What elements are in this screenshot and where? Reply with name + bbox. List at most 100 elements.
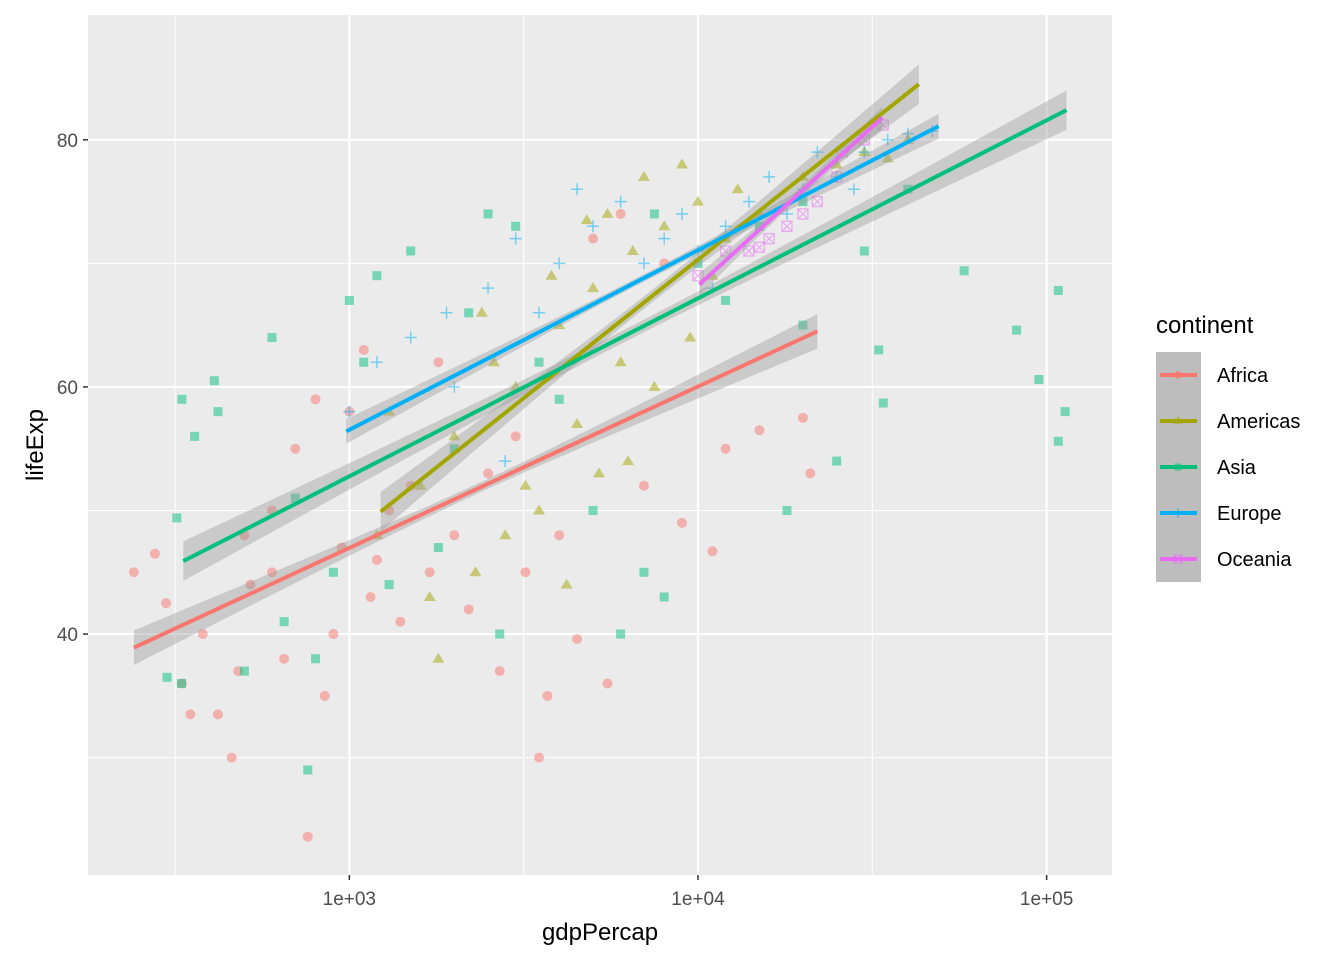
data-point <box>881 152 894 163</box>
data-point <box>482 282 495 295</box>
data-point <box>901 127 914 140</box>
data-point <box>858 146 871 159</box>
data-point <box>372 271 382 281</box>
data-point <box>797 412 808 423</box>
data-point <box>359 357 369 367</box>
data-point <box>588 233 599 244</box>
data-point <box>319 690 330 701</box>
data-point <box>212 709 223 720</box>
data-point <box>571 183 584 196</box>
data-point <box>509 232 522 245</box>
plot-panel <box>88 15 1112 875</box>
data-point <box>554 394 564 404</box>
data-point <box>424 567 435 578</box>
data-point <box>754 425 765 436</box>
data-point <box>213 407 223 417</box>
data-point <box>384 580 394 590</box>
data-point <box>371 554 382 565</box>
legend-title: continent <box>1156 312 1254 339</box>
data-point <box>614 195 627 208</box>
legend-label: Asia <box>1217 457 1257 479</box>
data-point <box>874 345 884 355</box>
legend-key-americas: Americas <box>1156 398 1300 444</box>
data-point <box>448 380 461 393</box>
legend-key-oceania: Oceania <box>1156 536 1292 582</box>
data-point <box>449 530 460 541</box>
data-point <box>463 604 474 615</box>
data-point <box>448 430 461 441</box>
data-point <box>1053 436 1063 446</box>
data-point <box>344 295 354 305</box>
data-point <box>483 209 493 219</box>
data-point <box>615 208 626 219</box>
data-point <box>358 344 369 355</box>
data-point <box>881 133 894 146</box>
data-point <box>798 197 808 207</box>
data-point <box>290 443 301 454</box>
data-point <box>449 444 459 454</box>
y-axis-label: lifeExp <box>22 409 49 481</box>
data-point <box>495 629 505 639</box>
data-point <box>499 529 512 540</box>
data-point <box>614 356 627 367</box>
data-point <box>545 269 558 280</box>
data-point <box>328 567 338 577</box>
data-point <box>753 241 766 253</box>
points-layer <box>128 119 1070 842</box>
data-point <box>267 333 277 342</box>
data-point <box>622 455 635 466</box>
data-point <box>279 653 290 664</box>
data-point <box>542 690 553 701</box>
data-point <box>483 468 494 479</box>
data-point <box>190 431 200 441</box>
fit-line-europe <box>345 124 940 434</box>
data-point <box>519 479 532 490</box>
data-point <box>602 678 613 689</box>
data-point <box>658 232 671 245</box>
data-point <box>721 295 731 305</box>
data-point <box>554 530 565 541</box>
data-point <box>185 709 196 720</box>
data-point <box>811 195 824 208</box>
data-point <box>1053 286 1063 296</box>
data-point <box>847 183 860 196</box>
data-point <box>782 505 792 515</box>
data-point <box>832 456 842 466</box>
data-point <box>464 308 474 318</box>
data-point <box>859 246 869 256</box>
data-point <box>571 417 584 428</box>
data-point <box>176 678 186 688</box>
data-point <box>365 591 376 602</box>
data-point <box>587 220 600 233</box>
data-point <box>279 617 289 627</box>
data-point <box>693 258 703 268</box>
data-point <box>128 567 139 578</box>
data-point <box>239 666 249 676</box>
data-point <box>798 320 808 330</box>
data-point <box>177 394 187 404</box>
data-point <box>878 398 888 408</box>
data-point <box>161 598 172 609</box>
legend-key-asia: Asia <box>1156 444 1257 490</box>
data-point <box>469 566 482 577</box>
data-point <box>707 546 718 557</box>
data-point <box>475 306 488 317</box>
data-point <box>226 752 237 763</box>
x-axis-label: gdpPercap <box>542 919 658 946</box>
data-point <box>830 158 843 169</box>
data-point <box>601 207 614 218</box>
fit-line-africa <box>133 329 819 650</box>
data-point <box>959 266 969 276</box>
data-point <box>616 629 626 639</box>
legend-label: Americas <box>1217 411 1300 433</box>
data-point <box>560 578 573 589</box>
data-point <box>684 331 697 342</box>
data-point <box>433 357 444 368</box>
data-point <box>197 629 208 640</box>
data-point <box>1012 325 1022 335</box>
data-point <box>742 195 755 208</box>
data-point <box>494 666 505 677</box>
data-point <box>432 652 445 663</box>
x-tick-label: 1e+05 <box>1020 889 1073 910</box>
data-point <box>534 752 545 763</box>
